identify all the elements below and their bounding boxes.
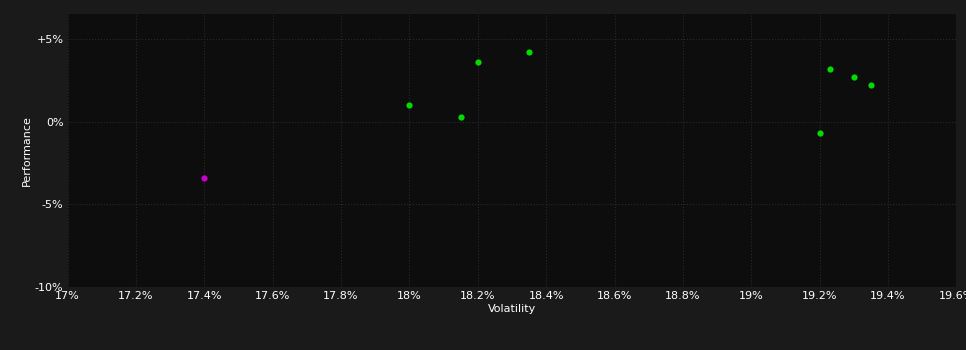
Point [522,49,537,55]
Point [402,102,417,108]
X-axis label: Volatility: Volatility [488,304,536,314]
Point [470,59,486,65]
Point [864,82,879,88]
Y-axis label: Performance: Performance [22,115,32,186]
Point [811,130,827,136]
Point [453,114,469,119]
Point [197,175,213,181]
Point [822,66,838,71]
Point [846,74,862,80]
